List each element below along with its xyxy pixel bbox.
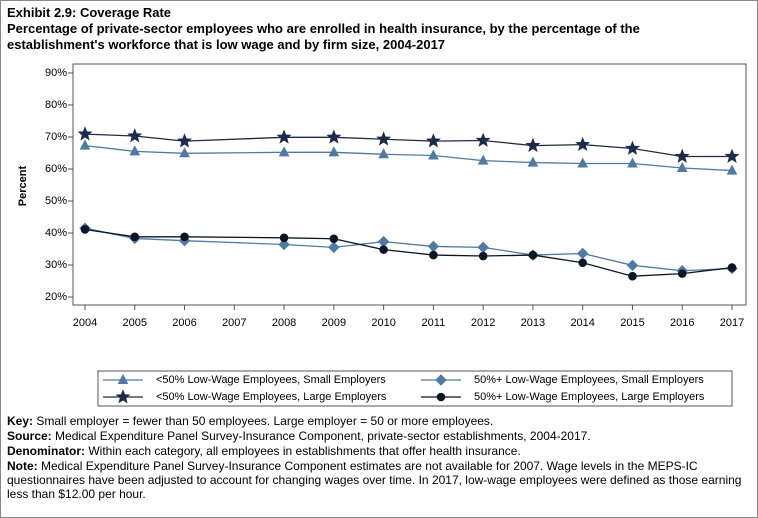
x-tick-label: 2005: [123, 317, 147, 329]
note-text: Medical Expenditure Panel Survey-Insuran…: [7, 459, 742, 501]
legend-marker: [435, 374, 447, 386]
x-tick-label: 2014: [570, 317, 594, 329]
notes: Key: Small employer = fewer than 50 empl…: [7, 414, 747, 502]
note: Key: Small employer = fewer than 50 empl…: [7, 414, 747, 428]
x-tick-label: 2011: [422, 317, 446, 329]
x-tick-label: 2017: [720, 317, 744, 329]
marker: [326, 129, 342, 144]
chart: Percent 20% 30% 40% 50% 60% 70% 80% 90% 2004 2005…: [17, 63, 747, 407]
x-tick-label: 2004: [73, 317, 97, 329]
marker: [577, 157, 589, 168]
marker: [276, 129, 292, 144]
marker: [429, 250, 438, 260]
marker: [279, 233, 289, 243]
marker: [477, 154, 489, 165]
note: Note: Medical Expenditure Panel Survey-I…: [7, 459, 747, 501]
marker: [329, 234, 339, 244]
y-tick-label: 90%: [45, 67, 67, 79]
note-label: Note:: [7, 459, 38, 473]
marker: [575, 136, 591, 152]
legend-label: <50% Low-Wage Employees, Small Employers: [156, 374, 386, 386]
marker: [378, 148, 389, 159]
marker: [528, 250, 538, 260]
x-tick-label: 2010: [371, 317, 395, 329]
legend-label: <50% Low-Wage Employees, Large Employers: [156, 391, 387, 403]
plot-frame: [72, 63, 747, 306]
marker: [328, 146, 340, 157]
marker: [80, 225, 90, 234]
y-tick-label: 20%: [45, 291, 67, 303]
y-tick-label: 80%: [45, 99, 67, 111]
marker: [475, 132, 491, 147]
marker: [428, 149, 439, 160]
titles: Exhibit 2.9: Coverage Rate Percentage of…: [7, 5, 707, 53]
marker: [130, 232, 140, 242]
marker: [379, 245, 388, 254]
legend-marker: [115, 389, 131, 404]
marker: [578, 258, 587, 268]
marker: [425, 133, 441, 148]
x-tick-label: 2012: [471, 317, 495, 329]
marker: [278, 238, 290, 251]
x-tick-label: 2009: [322, 317, 346, 329]
marker: [79, 139, 91, 150]
marker: [676, 161, 688, 173]
note: Source: Medical Expenditure Panel Survey…: [7, 429, 747, 443]
marker: [576, 247, 589, 260]
note-label: Key:: [7, 414, 34, 428]
marker: [726, 164, 738, 175]
marker: [674, 148, 690, 163]
y-tick-label: 50%: [45, 195, 67, 207]
marker: [127, 128, 143, 143]
marker: [724, 148, 740, 163]
x-tick-label: 2006: [172, 317, 196, 329]
note-label: Denominator:: [7, 444, 85, 458]
marker: [478, 251, 488, 261]
note-text: Within each category, all employees in e…: [88, 444, 521, 458]
note: Denominator: Within each category, all e…: [7, 444, 747, 458]
legend-frame: [97, 370, 733, 407]
note-label: Source:: [7, 429, 52, 443]
marker: [477, 241, 489, 254]
legend-label: 50%+ Low-Wage Employees, Small Employers: [474, 374, 704, 386]
marker: [377, 235, 390, 248]
marker: [77, 126, 93, 141]
marker: [624, 140, 640, 155]
legend-marker: [436, 392, 446, 402]
marker: [376, 131, 392, 146]
chart-title: Exhibit 2.9: Coverage Rate: [7, 5, 171, 20]
marker: [677, 269, 687, 278]
marker: [626, 259, 639, 272]
marker: [328, 241, 340, 254]
marker: [278, 146, 290, 157]
y-tick-label: 60%: [45, 163, 67, 175]
x-tick-label: 2007: [222, 317, 246, 329]
marker: [525, 137, 541, 152]
y-tick-label: 40%: [45, 227, 67, 239]
marker: [180, 232, 189, 242]
x-tick-label: 2013: [521, 317, 545, 329]
marker: [179, 147, 190, 158]
x-tick-label: 2016: [670, 317, 694, 329]
y-axis-label: Percent: [17, 165, 29, 206]
marker: [177, 133, 193, 148]
marker: [627, 157, 638, 168]
legend-marker: [117, 373, 129, 384]
x-tick-label: 2008: [272, 317, 296, 329]
y-tick-label: 30%: [45, 259, 67, 271]
marker: [727, 263, 737, 272]
legend-label: 50%+ Low-Wage Employees, Large Employers: [474, 391, 705, 403]
marker: [628, 271, 637, 281]
note-text: Small employer = fewer than 50 employees…: [36, 414, 494, 428]
x-tick-label: 2015: [620, 317, 644, 329]
y-tick-label: 70%: [45, 131, 67, 143]
marker: [427, 240, 440, 253]
marker: [129, 145, 141, 156]
note-text: Medical Expenditure Panel Survey-Insuran…: [55, 429, 591, 443]
chart-subtitle: Percentage of private-sector employees w…: [7, 21, 640, 52]
marker: [527, 156, 539, 167]
